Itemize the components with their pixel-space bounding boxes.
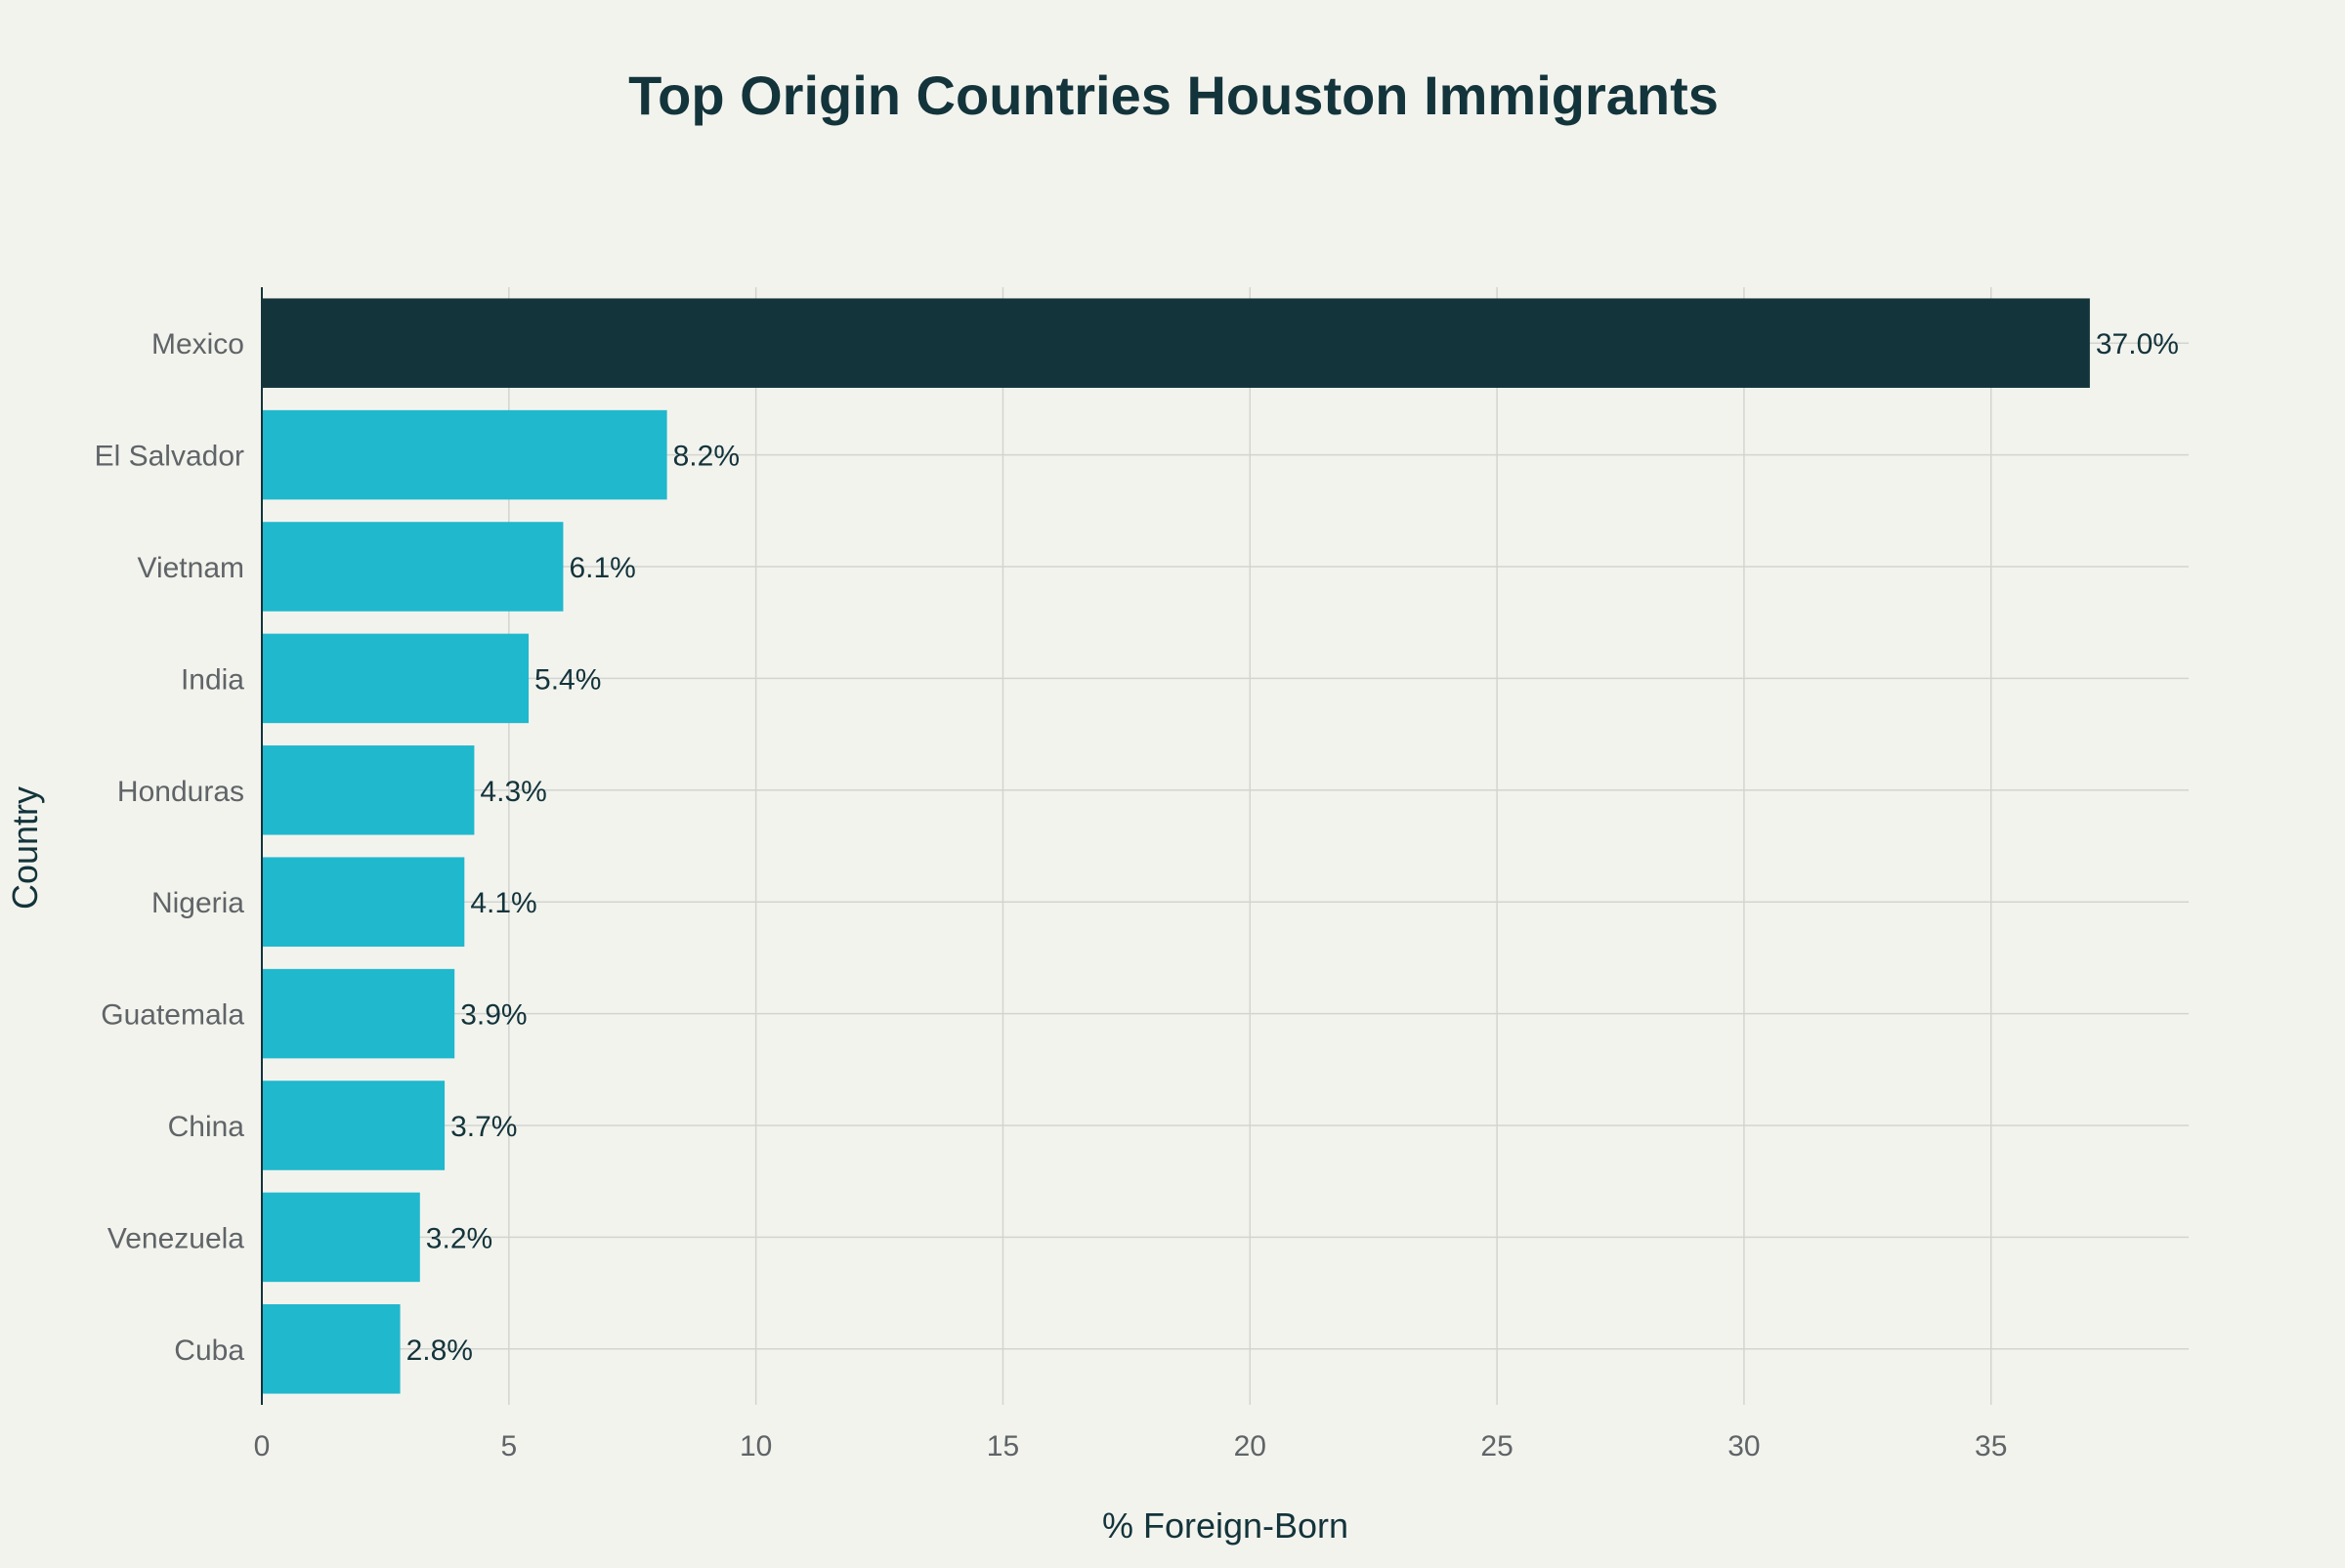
data-label: 37.0% (2096, 328, 2179, 360)
data-label: 6.1% (569, 552, 635, 584)
category-label: Venezuela (107, 1222, 244, 1254)
data-label: 5.4% (534, 663, 601, 696)
x-tick-label: 0 (254, 1430, 271, 1462)
category-label: China (168, 1111, 245, 1143)
data-label: 8.2% (673, 441, 740, 473)
category-label: Mexico (151, 328, 244, 360)
category-label: Guatemala (101, 999, 244, 1032)
x-tick-label: 15 (987, 1430, 1019, 1462)
bar-india (262, 633, 530, 724)
bar-cuba (262, 1304, 401, 1394)
x-tick-label: 30 (1727, 1430, 1760, 1462)
data-label: 3.7% (450, 1111, 517, 1143)
bar-mexico (262, 298, 2090, 388)
x-axis-title: % Foreign-Born (1102, 1505, 1348, 1546)
category-label: Cuba (174, 1335, 244, 1367)
x-tick-label: 5 (500, 1430, 517, 1462)
category-label: Vietnam (137, 552, 244, 584)
chart-title: Top Origin Countries Houston Immigrants (628, 64, 1719, 126)
category-labels: Mexico El Salvador Vietnam India Honduras Nig… (95, 328, 245, 1367)
data-label: 4.3% (480, 776, 546, 808)
grid-lines (262, 287, 2189, 1405)
value-labels: 37.0% 8.2% 6.1% 5.4% 4.3% 4.1% 3.9% 3.7% 3.2% 2.8… (406, 328, 2179, 1367)
x-tick-label: 25 (1480, 1430, 1513, 1462)
bar-china (262, 1081, 446, 1170)
data-label: 3.2% (426, 1222, 492, 1254)
bar-guatemala (262, 968, 455, 1059)
bar-venezuela (262, 1192, 420, 1283)
bars (262, 298, 2090, 1394)
bar-vietnam (262, 522, 564, 612)
data-label: 3.9% (460, 999, 527, 1032)
category-label: India (181, 663, 244, 696)
category-label: Honduras (117, 776, 244, 808)
y-axis-title: Country (5, 786, 45, 910)
data-label: 4.1% (470, 887, 536, 919)
category-label: Nigeria (151, 887, 244, 919)
x-tick-label: 35 (1975, 1430, 2007, 1462)
bar-nigeria (262, 857, 465, 947)
bar-el-salvador (262, 409, 667, 500)
x-tick-label: 10 (740, 1430, 772, 1462)
x-tick-labels: 0 5 10 15 20 25 30 35 (254, 1430, 2008, 1462)
data-label: 2.8% (406, 1335, 473, 1367)
bar-honduras (262, 745, 475, 835)
x-tick-label: 20 (1234, 1430, 1266, 1462)
category-label: El Salvador (95, 441, 244, 473)
